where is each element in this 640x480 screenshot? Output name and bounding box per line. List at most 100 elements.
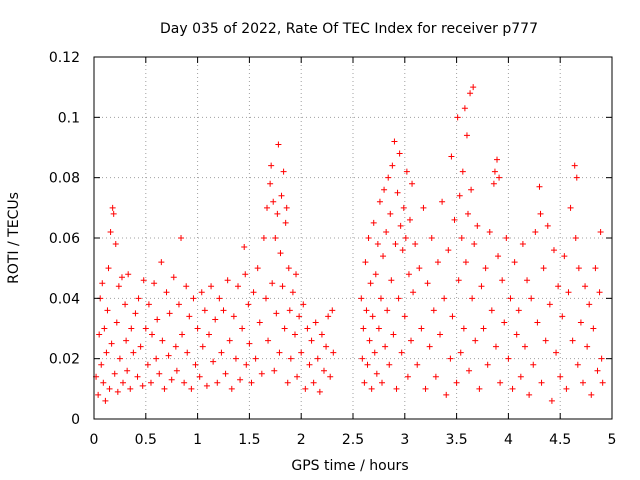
x-tick-label: 2.5 (342, 432, 364, 448)
data-point (557, 373, 564, 380)
data-point (359, 355, 366, 362)
data-point (103, 349, 110, 356)
data-point (134, 373, 141, 380)
data-point (268, 162, 275, 169)
data-point (222, 370, 229, 377)
x-tick-label: 0 (90, 432, 99, 448)
data-point (368, 385, 375, 392)
data-point (584, 343, 591, 350)
data-point (228, 385, 235, 392)
data-point (496, 174, 503, 181)
chart-title: Day 035 of 2022, Rate Of TEC Index for r… (160, 21, 538, 37)
x-tick-label: 5 (608, 432, 617, 448)
data-point (467, 90, 474, 97)
data-point (265, 337, 272, 344)
data-point (398, 349, 405, 356)
data-point (428, 235, 435, 241)
data-point (454, 114, 461, 121)
data-point (278, 192, 285, 199)
data-point (389, 162, 396, 169)
data-point (575, 265, 582, 272)
data-point (402, 235, 409, 241)
data-point (594, 367, 601, 374)
data-point (363, 307, 370, 314)
data-point (387, 210, 394, 217)
data-point (403, 168, 410, 175)
data-point (499, 277, 506, 284)
data-point (100, 379, 107, 386)
y-tick-label: 0.12 (49, 50, 80, 66)
data-point (95, 391, 102, 398)
y-axis-label: ROTI / TECUs (6, 192, 22, 284)
data-point (105, 265, 112, 272)
data-point (443, 391, 450, 398)
data-point (101, 325, 108, 332)
data-point (364, 361, 371, 368)
data-point (546, 301, 553, 308)
data-point (264, 204, 271, 211)
data-point (491, 168, 498, 175)
data-point (144, 361, 151, 368)
data-point (393, 385, 400, 392)
data-point (304, 325, 311, 332)
data-point (377, 295, 384, 302)
data-point (127, 385, 134, 392)
data-point (410, 289, 417, 296)
data-point (490, 180, 497, 187)
data-point (243, 361, 250, 368)
data-point (139, 382, 146, 389)
data-point (453, 379, 460, 386)
data-point (451, 216, 458, 223)
data-point (316, 388, 323, 395)
data-point (466, 367, 473, 374)
data-point (598, 355, 605, 362)
data-point (323, 343, 330, 350)
data-point (528, 295, 535, 302)
data-point (494, 156, 501, 163)
data-point (132, 310, 139, 317)
data-point (432, 373, 439, 380)
data-point (561, 253, 568, 260)
data-point (320, 367, 327, 374)
data-point (175, 301, 182, 308)
data-point (114, 388, 121, 395)
data-point (519, 241, 526, 248)
data-point (463, 132, 470, 139)
x-tick-label: 4 (504, 432, 513, 448)
data-point (142, 325, 149, 332)
data-point (462, 259, 469, 266)
data-point (574, 361, 581, 368)
data-point (401, 313, 408, 320)
data-point (380, 253, 387, 260)
data-point (542, 337, 549, 344)
data-point (186, 313, 193, 320)
data-point (327, 373, 334, 380)
data-point (256, 319, 263, 326)
data-point (590, 325, 597, 332)
data-point (201, 307, 208, 314)
data-point (279, 283, 286, 290)
data-point (254, 265, 261, 272)
y-tick-label: 0 (71, 412, 80, 428)
data-point (96, 331, 103, 338)
data-point (242, 271, 249, 278)
data-point (497, 379, 504, 386)
data-point (550, 247, 557, 254)
data-point (158, 259, 165, 266)
data-point (437, 331, 444, 338)
data-point (298, 349, 305, 356)
data-point (548, 397, 555, 404)
data-point (188, 385, 195, 392)
data-point (178, 235, 185, 241)
data-point (218, 349, 225, 356)
data-point (230, 313, 237, 320)
data-point (128, 325, 135, 332)
data-point (470, 84, 477, 91)
data-point (524, 277, 531, 284)
data-point (511, 259, 518, 266)
data-point (137, 343, 144, 350)
data-point (246, 340, 253, 347)
data-point (154, 316, 161, 323)
data-point (293, 271, 300, 278)
